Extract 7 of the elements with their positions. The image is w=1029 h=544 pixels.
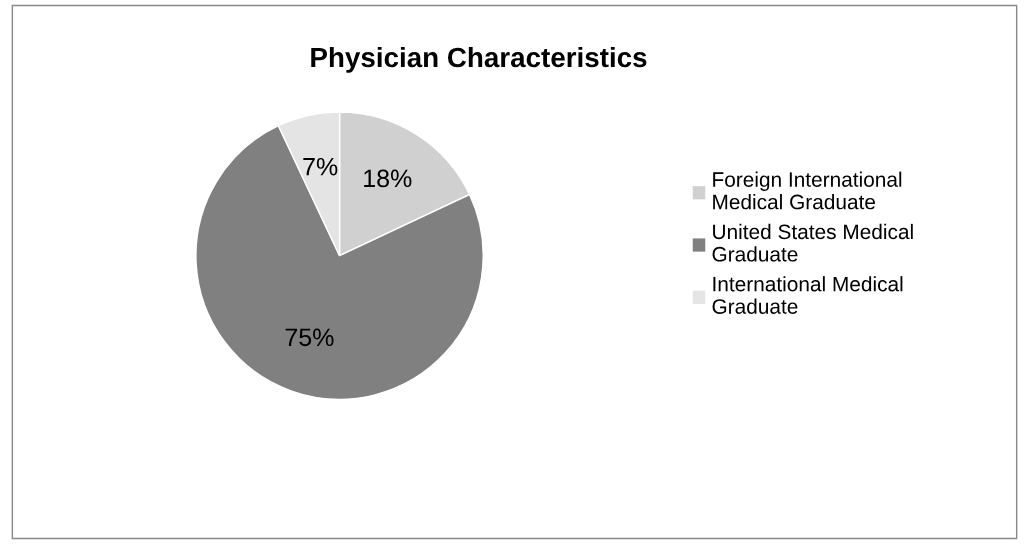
legend-label: Foreign International Medical Graduate bbox=[713, 171, 902, 210]
data-label: 7% bbox=[303, 157, 338, 176]
chart-title: Physician Characteristics bbox=[311, 46, 647, 73]
legend-label: International Medical Graduate bbox=[712, 276, 903, 314]
legend-label: United States Medical Graduate bbox=[712, 223, 913, 262]
data-label: 18% bbox=[364, 169, 412, 188]
data-label: 75% bbox=[285, 328, 334, 347]
